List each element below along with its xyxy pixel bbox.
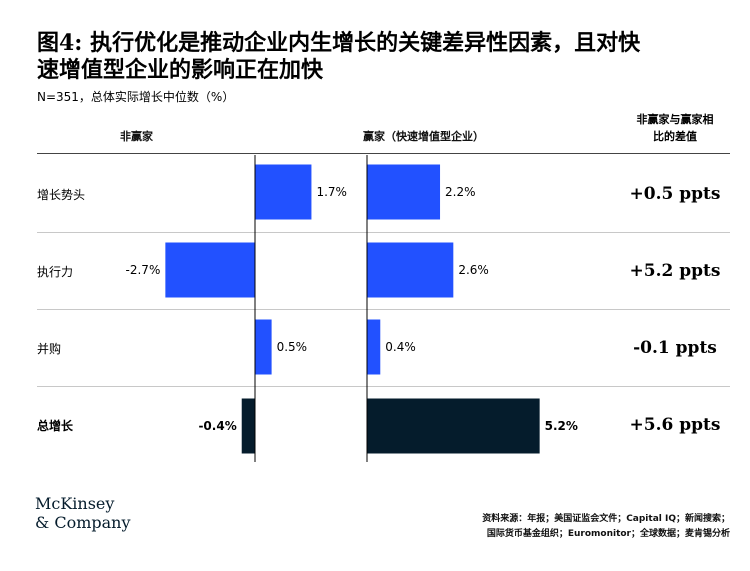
header-rule <box>37 153 730 154</box>
difference-header-line-2: 比的差值 <box>653 130 697 143</box>
row-separator <box>37 232 730 233</box>
data-label-winners-3: 5.2% <box>545 419 578 433</box>
column-header-difference: 非赢家与赢家相 比的差值 <box>620 111 730 145</box>
chart-title: 图4: 执行优化是推动企业内生增长的关键差异性因素，且对快 速增值型企业的影响正… <box>37 30 727 84</box>
data-label-non-winners-2: 0.5% <box>277 340 308 354</box>
row-label-total: 总增长 <box>37 419 74 433</box>
logo-line-2: & Company <box>35 513 131 532</box>
data-label-non-winners-0: 1.7% <box>316 185 347 199</box>
row-separator <box>37 309 730 310</box>
bar-winners-3 <box>367 398 540 454</box>
bar-non-winners-1 <box>165 242 255 298</box>
bar-non-winners-2 <box>255 319 272 375</box>
difference-value-execution: +5.2 ppts <box>629 261 721 281</box>
data-label-non-winners-3: -0.4% <box>198 419 236 433</box>
data-label-non-winners-1: -2.7% <box>126 263 161 277</box>
data-label-winners-1: 2.6% <box>458 263 489 277</box>
title-line-2: 速增值型企业的影响正在加快 <box>37 57 324 83</box>
row-separator <box>37 386 730 387</box>
title-line-1: 图4: 执行优化是推动企业内生增长的关键差异性因素，且对快 <box>37 30 641 56</box>
row-label-momentum: 增长势头 <box>37 188 86 202</box>
chart-subtitle: N=351，总体实际增长中位数（%） <box>37 90 235 104</box>
row-label-execution: 执行力 <box>37 265 74 279</box>
difference-value-total: +5.6 ppts <box>629 415 721 435</box>
column-header-winners: 赢家（快速增值型企业） <box>363 130 484 143</box>
source-line-2: 国际货币基金组织；Euromonitor；全球数据；麦肯锡分析 <box>486 529 730 539</box>
difference-value-momentum: +0.5 ppts <box>629 184 721 204</box>
bar-winners-2 <box>367 319 381 375</box>
data-label-winners-0: 2.2% <box>445 185 476 199</box>
bar-winners-1 <box>367 242 454 298</box>
difference-header-line-1: 非赢家与赢家相 <box>636 113 714 126</box>
bar-winners-0 <box>367 164 441 220</box>
bar-non-winners-3 <box>241 398 255 454</box>
source-line-1: 资料来源：年报；美国证监会文件；Capital IQ；新闻搜索； <box>482 514 730 524</box>
difference-value-mna: -0.1 ppts <box>633 338 717 358</box>
data-label-winners-2: 0.4% <box>385 340 416 354</box>
mckinsey-logo: McKinsey & Company <box>35 494 131 532</box>
bar-non-winners-0 <box>255 164 312 220</box>
logo-line-1: McKinsey <box>35 494 115 513</box>
row-label-mna: 并购 <box>37 342 62 356</box>
column-header-non-winners: 非赢家 <box>120 130 153 143</box>
source-note: 资料来源：年报；美国证监会文件；Capital IQ；新闻搜索； 国际货币基金组… <box>440 512 730 542</box>
